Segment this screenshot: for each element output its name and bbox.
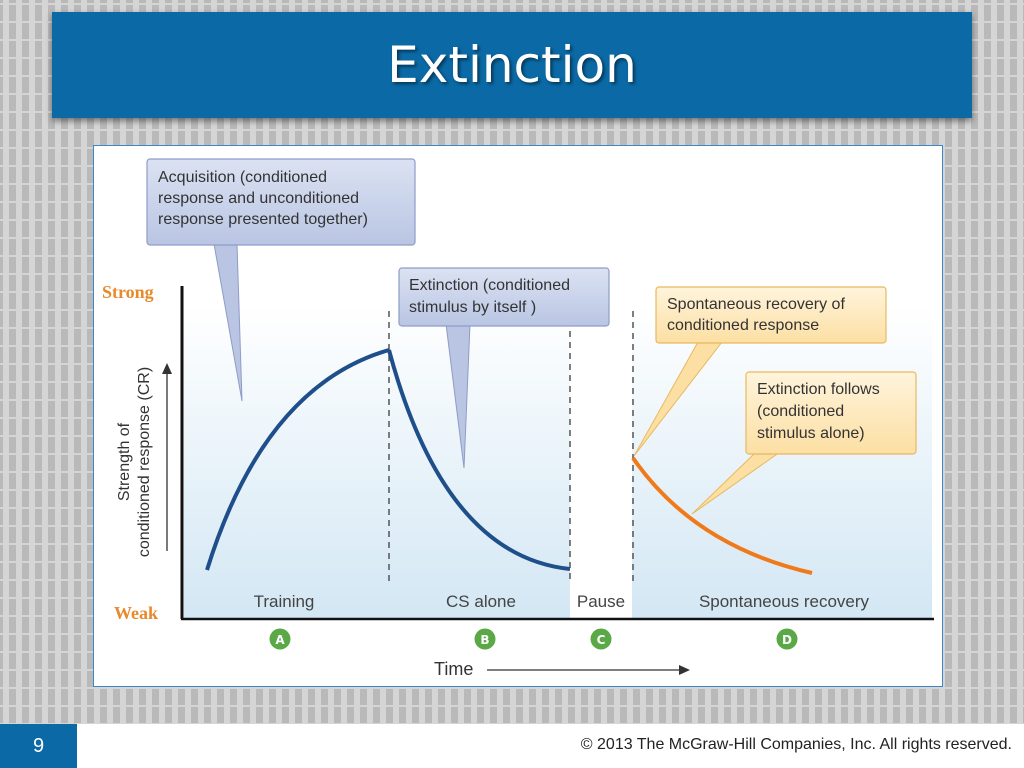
acquisition-curve [205,348,390,571]
phase-label-training: Training [254,592,315,611]
callout-acquisition: Acquisition (conditioned response and un… [146,158,416,402]
phase-label-pause: Pause [577,592,625,611]
callout-spontaneous: Spontaneous recovery of conditioned resp… [633,286,887,457]
y-axis-bottom-label: Weak [114,603,158,623]
band-spontaneous [632,306,932,618]
phase-marker-b: B [474,628,496,650]
extinction-diagram: Strong Weak Strength of conditioned resp… [102,158,934,679]
phase-label-cs-alone: CS alone [446,592,516,611]
extinction-curve [387,349,571,571]
callout-extinction: Extinction (conditioned stimulus by itse… [398,267,610,469]
phase-label-spontaneous: Spontaneous recovery [699,592,870,611]
x-axis-title: Time [434,659,473,679]
y-axis-title-line2: conditioned response (CR) [136,367,153,557]
figure-panel: Strong Weak Strength of conditioned resp… [93,145,943,687]
callout-extinction-follows: Extinction follows (conditioned stimulus… [691,371,917,515]
callout-extinction-follows-line1: Extinction follows [757,381,880,398]
y-axis-title-line1: Strength of [116,422,133,501]
callout-spontaneous-line2: conditioned response [667,317,819,334]
band-training-cs [184,306,570,618]
x-axis-arrowhead [679,665,690,675]
callout-spontaneous-line1: Spontaneous recovery of [667,296,845,313]
callout-extinction-follows-line2: (conditioned [757,403,844,420]
y-axis-top-label: Strong [102,282,154,302]
footer-bar: 9 © 2013 The McGraw-Hill Companies, Inc.… [0,724,1024,768]
callout-acquisition-line2: response and unconditioned [158,190,359,207]
page-number: 9 [0,724,77,768]
phase-marker-b-letter: B [480,633,489,647]
phase-marker-a: A [269,628,291,650]
copyright-notice: © 2013 The McGraw-Hill Companies, Inc. A… [580,736,1012,753]
callout-extinction-line1: Extinction (conditioned [409,277,570,294]
title-bar: Extinction [52,12,972,118]
callout-extinction-line2: stimulus by itself ) [409,299,536,316]
phase-marker-d-letter: D [782,633,792,647]
phase-marker-c-letter: C [597,633,606,647]
y-axis-arrowhead [162,363,172,374]
phase-marker-c: C [590,628,612,650]
phase-marker-a-letter: A [275,633,285,647]
phase-marker-d: D [776,628,798,650]
callout-extinction-follows-line3: stimulus alone) [757,425,865,442]
callout-acquisition-line3: response presented together) [158,211,368,228]
y-axis-title: Strength of conditioned response (CR) [116,367,153,557]
spontaneous-recovery-curve [631,456,813,575]
callout-acquisition-line1: Acquisition (conditioned [158,169,327,186]
slide-title: Extinction [387,36,637,94]
